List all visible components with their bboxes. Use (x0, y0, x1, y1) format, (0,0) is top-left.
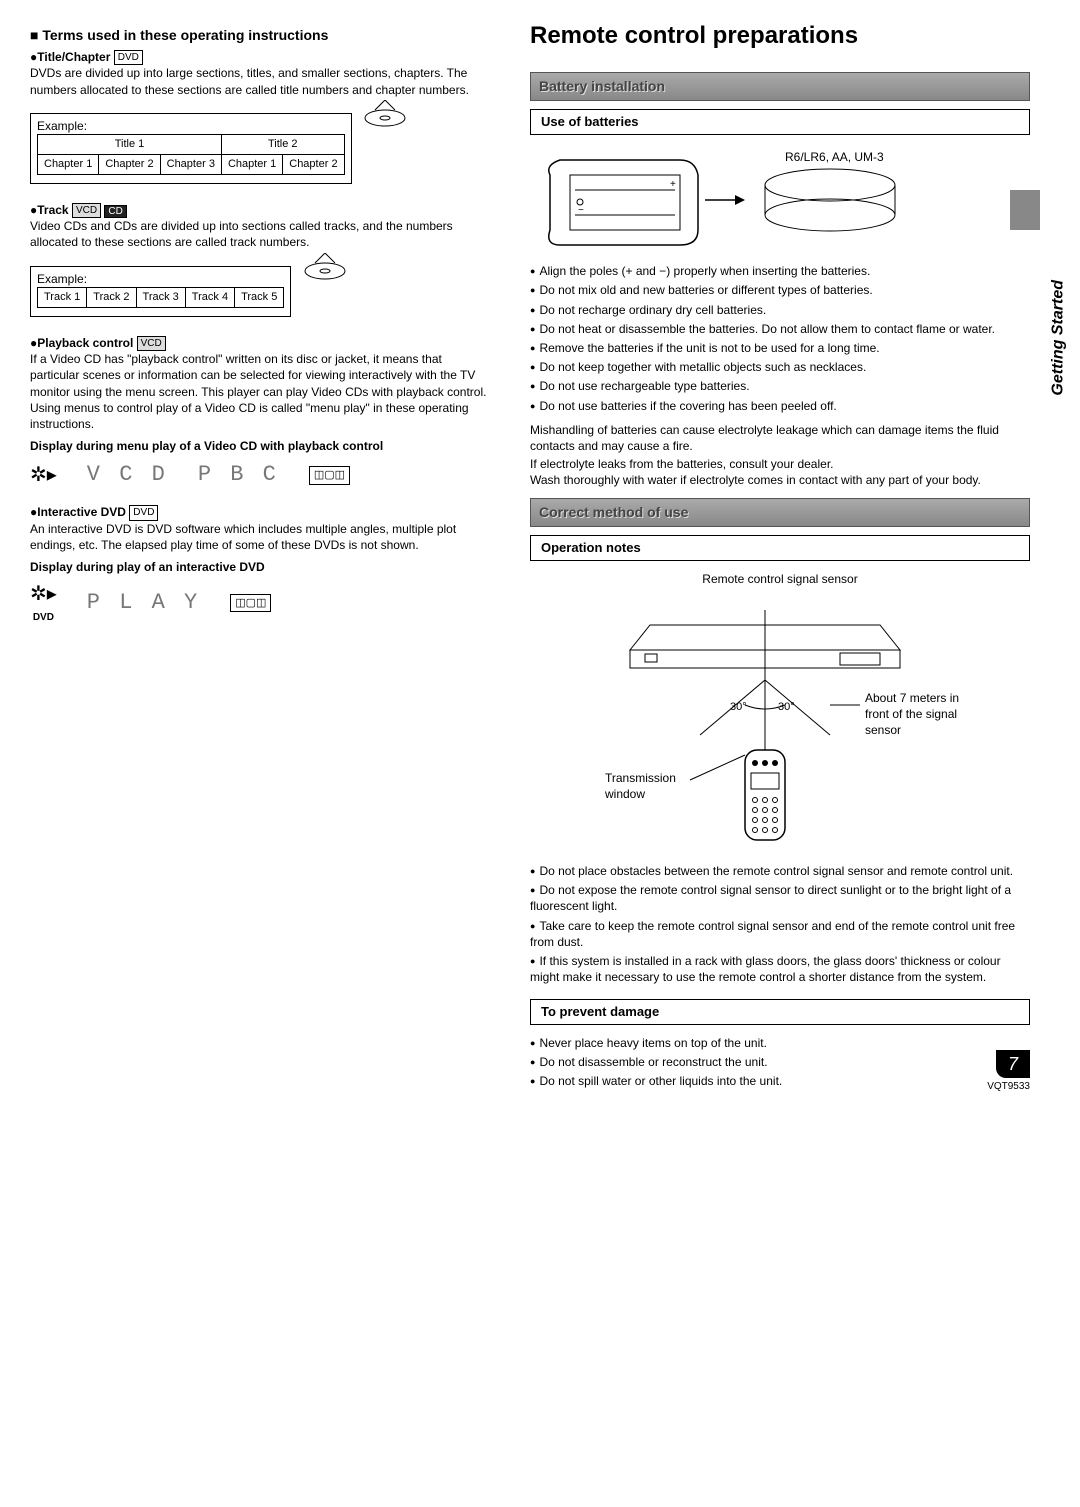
interactive-body: An interactive DVD is DVD software which… (30, 521, 490, 553)
angle-label: 30° (730, 700, 747, 715)
interactive-label: Interactive DVD (37, 505, 126, 519)
list-item: Do not heat or disassemble the batteries… (530, 321, 1030, 337)
interactive-display-heading: Display during play of an interactive DV… (30, 559, 490, 575)
terms-heading: ■ Terms used in these operating instruct… (30, 26, 490, 45)
speaker-icon: ◫▢◫ (309, 466, 350, 485)
example-label: Example: (37, 271, 284, 287)
dvd-badge: DVD (114, 50, 143, 66)
table-cell: Title 1 (38, 135, 222, 155)
left-column: ■ Terms used in these operating instruct… (30, 20, 490, 1094)
playback-section: ●Playback control VCD If a Video CD has … (30, 335, 490, 490)
table-cell: Title 2 (221, 135, 344, 155)
use-batteries-box: Use of batteries (530, 109, 1030, 135)
list-item: Never place heavy items on top of the un… (530, 1035, 1030, 1051)
interactive-section: ●Interactive DVD DVD An interactive DVD … (30, 504, 490, 625)
disc-icon (295, 253, 355, 283)
track-section: ●Track VCD CD Video CDs and CDs are divi… (30, 202, 490, 319)
page-number: 7 (996, 1050, 1030, 1078)
list-item: Do not keep together with metallic objec… (530, 359, 1030, 375)
vcd-display: ✲▸ V C D P B C ◫▢◫ (30, 460, 490, 490)
battery-banner: Battery installation (530, 72, 1030, 101)
title-table: Title 1 Title 2 Chapter 1 Chapter 2 Chap… (37, 134, 345, 175)
battery-diagram: + − R6/LR6, AA, UM-3 (530, 145, 1030, 275)
table-cell: Chapter 2 (283, 154, 344, 174)
prevent-box: To prevent damage (530, 999, 1030, 1025)
title-chapter-label: Title/Chapter (37, 50, 110, 64)
operation-bullets: Do not place obstacles between the remot… (530, 863, 1030, 985)
sensor-label: Remote control signal sensor (530, 571, 1030, 587)
battery-bullets: Align the poles (+ and −) properly when … (530, 263, 1030, 414)
list-item: If this system is installed in a rack wi… (530, 953, 1030, 985)
playback-display-heading: Display during menu play of a Video CD w… (30, 438, 490, 454)
battery-type-text: R6/LR6, AA, UM-3 (785, 149, 905, 165)
transmission-label: Transmission window (605, 770, 695, 802)
title-example-box: Example: Title 1 Title 2 Chapter 1 Chapt… (30, 113, 352, 184)
table-cell: Track 1 (38, 287, 87, 307)
distance-label: About 7 meters in front of the signal se… (865, 690, 975, 739)
list-item: Do not recharge ordinary dry cell batter… (530, 302, 1030, 318)
track-body: Video CDs and CDs are divided up into se… (30, 218, 490, 250)
side-marker (1010, 190, 1040, 230)
side-label: Getting Started (1048, 280, 1070, 396)
table-cell: Chapter 2 (99, 154, 160, 174)
vcd-badge: VCD (72, 203, 101, 219)
prevent-bullets: Never place heavy items on top of the un… (530, 1035, 1030, 1090)
disc-icon (355, 100, 415, 130)
disc-play-icon: ✲▸ (30, 462, 57, 489)
track-label: Track (37, 203, 68, 217)
operation-box: Operation notes (530, 535, 1030, 561)
main-heading: Remote control preparations (530, 20, 1030, 52)
angle-label: 30° (778, 700, 795, 715)
track-example-box: Example: Track 1 Track 2 Track 3 Track 4… (30, 266, 291, 317)
sensor-diagram: 30° 30° About 7 meters in front of the s… (530, 595, 1030, 855)
table-cell: Chapter 1 (38, 154, 99, 174)
table-cell: Track 5 (235, 287, 284, 307)
list-item: Do not mix old and new batteries or diff… (530, 282, 1030, 298)
svg-text:+: + (670, 179, 676, 190)
list-item: Do not spill water or other liquids into… (530, 1073, 1030, 1089)
table-cell: Track 3 (136, 287, 185, 307)
title-chapter-section: ●Title/Chapter DVD DVDs are divided up i… (30, 49, 490, 186)
table-cell: Chapter 3 (160, 154, 221, 174)
playback-body2: Using menus to control play of a Video C… (30, 400, 490, 432)
page-code: VQT9533 (987, 1080, 1030, 1094)
playback-label: Playback control (37, 336, 133, 350)
seg-text: P B C (198, 460, 279, 490)
battery-para: Mishandling of batteries can cause elect… (530, 422, 1030, 454)
seg-text: P L A Y (87, 588, 200, 618)
seg-text: V C D (87, 460, 168, 490)
vcd-badge: VCD (137, 336, 166, 352)
list-item: Align the poles (+ and −) properly when … (530, 263, 1030, 279)
correct-banner: Correct method of use (530, 498, 1030, 527)
table-cell: Track 4 (185, 287, 234, 307)
table-cell: Track 2 (87, 287, 136, 307)
title-chapter-body: DVDs are divided up into large sections,… (30, 65, 490, 97)
right-column: Remote control preparations Battery inst… (530, 20, 1030, 1094)
speaker-icon: ◫▢◫ (230, 594, 271, 613)
dvd-play-icon: ✲▸ DVD (30, 581, 57, 625)
page-footer: 7 VQT9533 (987, 1050, 1030, 1094)
dvd-display: ✲▸ DVD P L A Y ◫▢◫ (30, 581, 490, 625)
playback-body1: If a Video CD has "playback control" wri… (30, 351, 490, 400)
track-table: Track 1 Track 2 Track 3 Track 4 Track 5 (37, 287, 284, 308)
dvd-badge: DVD (129, 505, 158, 521)
example-label: Example: (37, 118, 345, 134)
list-item: Do not disassemble or reconstruct the un… (530, 1054, 1030, 1070)
svg-text:−: − (578, 205, 584, 216)
battery-para: If electrolyte leaks from the batteries,… (530, 456, 1030, 472)
list-item: Take care to keep the remote control sig… (530, 918, 1030, 950)
cd-badge: CD (104, 205, 126, 218)
list-item: Do not expose the remote control signal … (530, 882, 1030, 914)
table-cell: Chapter 1 (221, 154, 282, 174)
list-item: Do not place obstacles between the remot… (530, 863, 1030, 879)
list-item: Do not use batteries if the covering has… (530, 398, 1030, 414)
battery-para: Wash thoroughly with water if electrolyt… (530, 472, 1030, 488)
list-item: Do not use rechargeable type batteries. (530, 378, 1030, 394)
list-item: Remove the batteries if the unit is not … (530, 340, 1030, 356)
